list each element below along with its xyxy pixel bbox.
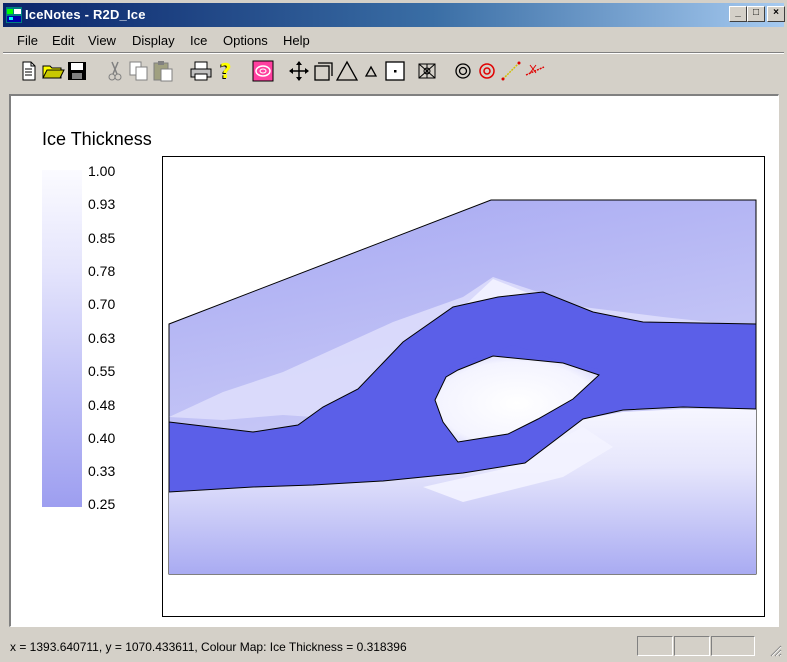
legend-label: 0.48 xyxy=(88,397,116,413)
menu-options[interactable]: Options xyxy=(223,33,268,48)
menu-help[interactable]: Help xyxy=(283,33,310,48)
menu-view[interactable]: View xyxy=(88,33,116,48)
target-icon[interactable] xyxy=(451,59,475,83)
river-mesh-map xyxy=(168,199,757,575)
line-yellow-icon[interactable] xyxy=(499,59,523,83)
menu-ice[interactable]: Ice xyxy=(190,33,208,48)
menu-bar: File Edit View Display Ice Options Help xyxy=(3,30,784,52)
legend-label: 0.70 xyxy=(88,296,116,312)
legend-label: 0.63 xyxy=(88,330,116,346)
status-pane xyxy=(637,636,673,656)
legend-label: 0.55 xyxy=(88,363,116,379)
close-button[interactable]: × xyxy=(767,6,785,22)
help-icon[interactable]: ? ? xyxy=(213,59,237,83)
colour-map-icon[interactable] xyxy=(251,59,275,83)
copy-icon[interactable] xyxy=(127,59,151,83)
legend-title: Ice Thickness xyxy=(42,129,152,149)
menu-display[interactable]: Display xyxy=(132,33,175,48)
toolbar-separator xyxy=(3,52,784,54)
legend-label: 0.85 xyxy=(88,230,116,246)
status-pane xyxy=(674,636,710,656)
legend-label: 0.40 xyxy=(88,430,116,446)
status-bar: x = 1393.640711, y = 1070.433611, Colour… xyxy=(3,630,784,659)
menu-file[interactable]: File xyxy=(17,33,38,48)
paste-icon[interactable] xyxy=(151,59,175,83)
status-pane xyxy=(711,636,755,656)
save-icon[interactable] xyxy=(65,59,89,83)
menu-edit[interactable]: Edit xyxy=(52,33,75,48)
resize-grip-icon[interactable] xyxy=(769,644,782,657)
svg-text:?: ? xyxy=(219,60,231,83)
new-file-icon[interactable] xyxy=(17,59,41,83)
title-bar[interactable]: IceNotes - R2D_Ice _ □ × xyxy=(3,3,785,27)
ice-island-surface xyxy=(434,355,600,443)
legend-label: 0.25 xyxy=(88,496,116,512)
zoom-box-icon[interactable] xyxy=(311,59,335,83)
target-red-icon[interactable] xyxy=(475,59,499,83)
ice-thickness-plot[interactable] xyxy=(162,156,765,617)
legend-colour-bar xyxy=(42,170,82,507)
legend-label: 0.33 xyxy=(88,463,116,479)
open-folder-icon[interactable] xyxy=(41,59,65,83)
cut-icon[interactable] xyxy=(103,59,127,83)
legend-label: 1.00 xyxy=(88,163,116,179)
maximize-icon: □ xyxy=(752,7,760,18)
node-icon[interactable] xyxy=(383,59,407,83)
line-red-icon[interactable] xyxy=(523,59,547,83)
close-icon: × xyxy=(773,7,779,18)
legend-label: 0.93 xyxy=(88,196,116,212)
legend-label: 0.78 xyxy=(88,263,116,279)
mesh-icon[interactable] xyxy=(415,59,439,83)
triangle-icon[interactable] xyxy=(335,59,359,83)
app-icon xyxy=(6,7,22,23)
drawing-canvas[interactable]: Ice Thickness 1.00 0.93 0.85 0.78 0.70 0… xyxy=(9,94,779,627)
minimize-button[interactable]: _ xyxy=(729,6,747,22)
window-title: IceNotes - R2D_Ice xyxy=(25,7,146,22)
svg-text:?: ? xyxy=(220,59,232,83)
pan-icon[interactable] xyxy=(287,59,311,83)
small-triangle-icon[interactable] xyxy=(359,59,383,83)
minimize-icon: _ xyxy=(735,7,741,18)
toolbar: ? ? xyxy=(3,55,784,91)
maximize-button[interactable]: □ xyxy=(747,6,765,22)
status-text: x = 1393.640711, y = 1070.433611, Colour… xyxy=(10,640,407,654)
print-icon[interactable] xyxy=(189,59,213,83)
